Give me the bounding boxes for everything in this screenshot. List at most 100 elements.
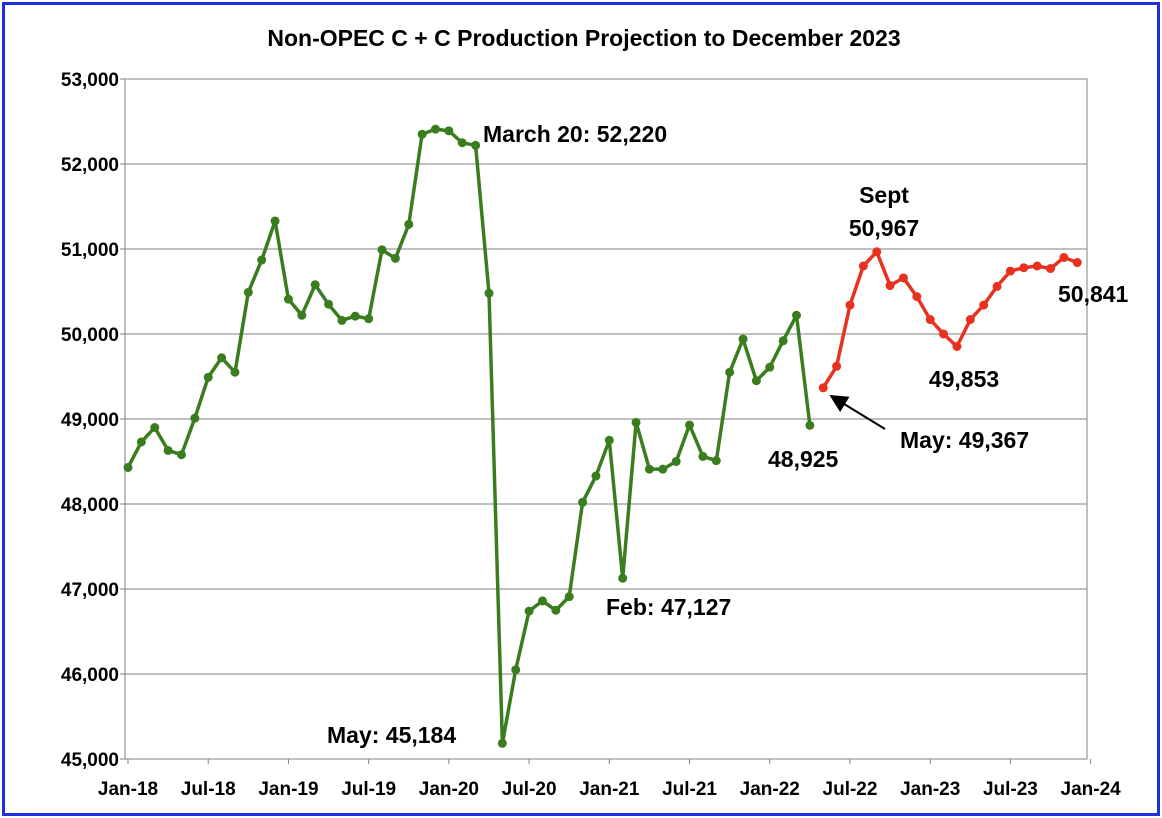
data-point [658,464,668,474]
x-tick-label: Jan-22 [740,779,800,800]
data-point [257,255,267,265]
data-point [832,361,842,371]
data-point [578,497,588,507]
gridlines [125,78,1087,760]
data-point [270,216,280,226]
data-point [283,294,293,304]
data-point [404,219,414,229]
data-point [992,281,1002,291]
y-tick-label: 51,000 [61,240,119,261]
x-tick-label: Jul-23 [983,779,1038,800]
x-tick-label: Jan-18 [98,779,158,800]
data-point [1019,263,1029,273]
data-point [417,129,427,139]
data-point [176,450,186,460]
y-tick-label: 50,000 [61,325,119,346]
y-tick-label: 49,000 [61,410,119,431]
data-point [511,665,521,675]
data-point [872,247,882,257]
chart-title: Non-OPEC C + C Production Projection to … [267,25,900,51]
data-point [591,471,601,481]
y-axis: 45,000 46,000 47,000 48,000 49,000 50,000 51,0… [61,70,125,771]
data-point [1005,266,1015,276]
x-tick-label: Jul-19 [341,779,396,800]
x-tick-label: Jul-20 [502,779,557,800]
data-point [939,329,949,339]
annotation-may-45184: May: 45,184 [327,722,456,748]
data-point [497,738,507,748]
data-point [377,245,387,255]
data-point [604,435,614,445]
data-point [725,367,735,377]
data-point [1072,258,1082,268]
data-point [564,592,574,602]
data-point [537,596,547,606]
annotation-48925: 48,925 [768,446,839,472]
data-point [845,300,855,310]
data-point [230,367,240,377]
data-point [685,420,695,430]
data-point [818,383,828,393]
data-point [324,299,334,309]
x-tick-label: Jul-18 [181,779,236,800]
data-point [778,336,788,346]
data-point [243,287,253,297]
data-point [123,462,133,472]
y-tick-label: 52,000 [61,155,119,176]
data-point [698,451,708,461]
data-point [190,413,200,423]
series-points [123,124,1082,748]
data-point [484,288,494,298]
data-point [203,372,213,382]
y-tick-label: 48,000 [61,495,119,516]
x-tick-label: Jan-19 [258,779,318,800]
data-point [631,417,641,427]
data-point [858,261,868,271]
x-tick-label: Jan-23 [900,779,960,800]
data-point [711,456,721,466]
annotation-jan23-low: 49,853 [929,366,999,392]
data-point [310,280,320,290]
line-chart: Non-OPEC C + C Production Projection to … [61,25,1129,800]
x-axis: Jan-18 Jul-18 Jan-19 Jul-19 Jan-20 Jul-20 Jan-… [98,759,1121,800]
data-point [150,423,160,432]
x-tick-label: Jan-21 [579,779,640,800]
y-tick-label: 46,000 [61,665,119,686]
data-point [444,126,454,136]
annotation-last-value: 50,841 [1058,281,1129,307]
data-point [751,376,761,386]
x-tick-label: Jan-20 [419,779,479,800]
data-point [912,292,922,302]
annotation-feb-47127: Feb: 47,127 [606,594,731,620]
data-point [390,253,400,263]
data-point [431,124,441,134]
data-point [350,311,360,321]
y-tick-label: 47,000 [61,580,119,601]
data-point [524,606,534,616]
data-point [898,273,908,283]
data-point [765,362,775,372]
x-tick-label: Jan-24 [1061,779,1122,800]
annotation-may-49367: May: 49,367 [900,427,1029,453]
data-point [364,314,374,324]
series-line-0 [126,127,812,746]
annotation-arrow [829,395,886,430]
data-point [618,573,628,583]
data-point [457,138,467,148]
data-point [738,334,748,344]
data-point [805,420,815,430]
data-point [925,315,935,325]
data-point [1059,253,1069,262]
data-point [671,457,681,466]
y-tick-label: 45,000 [61,750,119,771]
y-tick-label: 53,000 [61,70,119,91]
data-point [217,353,227,363]
annotation-sept-label: Sept [859,182,909,208]
data-point [163,445,173,455]
data-point [1032,261,1042,271]
data-point [551,605,561,615]
x-tick-label: Jul-21 [662,779,717,800]
data-point [979,300,989,310]
data-point [792,310,801,320]
data-point [337,315,347,325]
